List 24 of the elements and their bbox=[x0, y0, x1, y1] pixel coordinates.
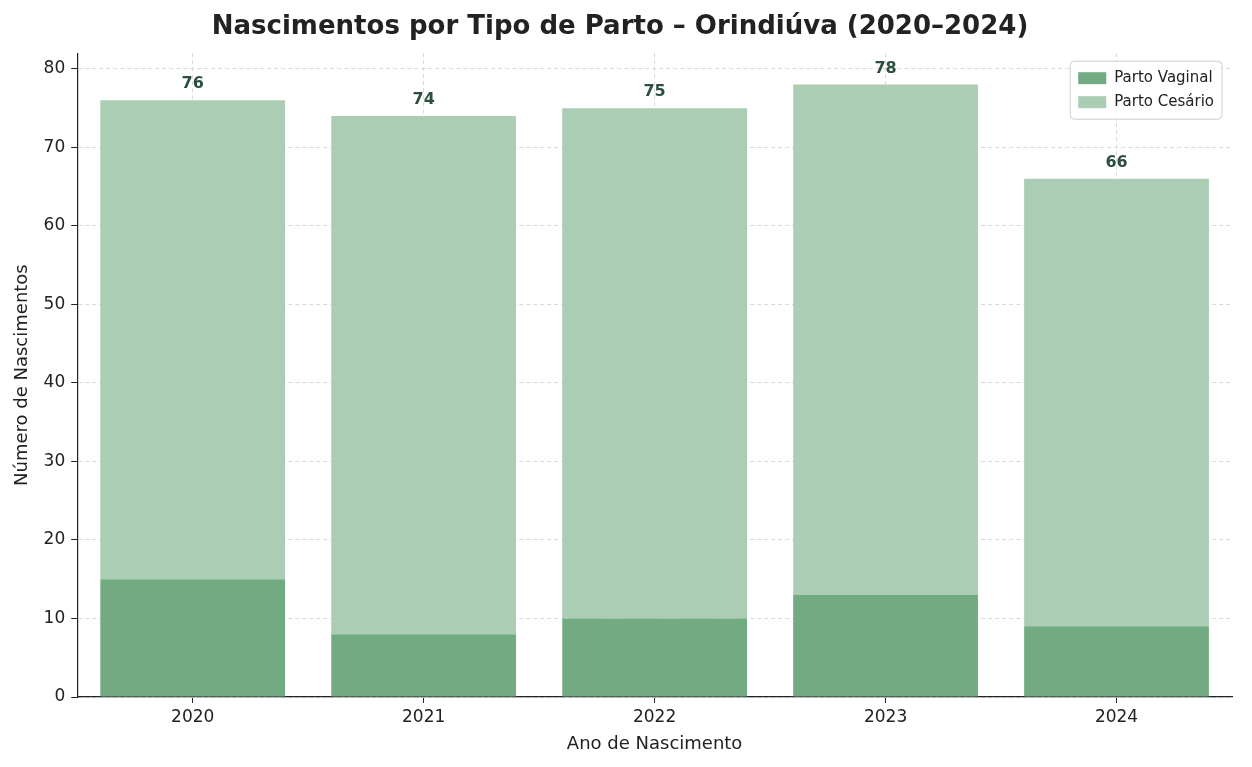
total-label: 76 bbox=[181, 73, 204, 93]
legend-label: Parto Cesário bbox=[1114, 92, 1214, 111]
y-tick-label: 20 bbox=[43, 528, 66, 549]
y-tick-label: 70 bbox=[43, 135, 66, 156]
y-tick-label: 0 bbox=[54, 685, 66, 706]
total-label: 75 bbox=[643, 81, 666, 101]
y-tick-label: 30 bbox=[43, 449, 66, 470]
legend-label: Parto Vaginal bbox=[1114, 68, 1213, 87]
y-tick-label: 40 bbox=[43, 371, 66, 392]
x-tick-label: 2021 bbox=[402, 705, 446, 726]
x-tick-label: 2023 bbox=[863, 705, 908, 726]
x-tick-label: 2020 bbox=[171, 705, 215, 726]
y-tick-label: 10 bbox=[43, 606, 66, 627]
x-tick-label: 2022 bbox=[632, 705, 677, 726]
y-tick-label: 60 bbox=[43, 214, 66, 235]
chart-title: Nascimentos por Tipo de Parto – Orindiúva (2020–2024) bbox=[211, 10, 1029, 41]
total-label: 78 bbox=[874, 57, 897, 77]
y-tick-label: 50 bbox=[43, 292, 66, 313]
total-label: 66 bbox=[1105, 151, 1128, 171]
x-axis-title: Ano de Nascimento bbox=[566, 731, 743, 753]
y-tick-label: 80 bbox=[43, 57, 66, 78]
x-tick-label: 2024 bbox=[1094, 705, 1139, 726]
total-label: 74 bbox=[412, 89, 435, 109]
y-axis-title: Número de Nascimentos bbox=[10, 264, 32, 486]
